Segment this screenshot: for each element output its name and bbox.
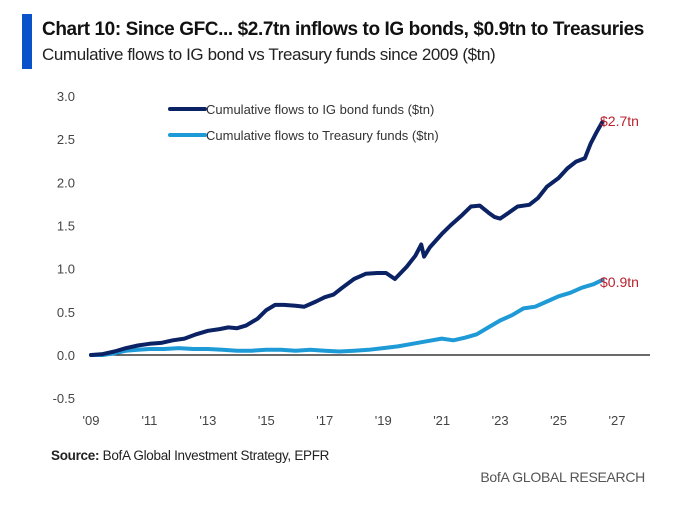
x-axis: '09 '11 '13 '15 '17 '19 '21 '23 '25 '27	[83, 413, 626, 428]
x-tick-label: '23	[492, 413, 509, 428]
y-tick-label: 1.5	[57, 219, 75, 234]
series-line-ig-bond-funds	[89, 119, 605, 357]
y-tick-label: 1.0	[57, 262, 75, 277]
y-tick-label: 0.0	[57, 348, 75, 363]
y-tick-label: -0.5	[53, 391, 75, 406]
x-tick-label: '25	[550, 413, 567, 428]
y-tick-label: 3.0	[57, 89, 75, 104]
source-text: BofA Global Investment Strategy, EPFR	[99, 448, 330, 463]
brand-footer: BofA GLOBAL RESEARCH	[480, 469, 645, 485]
source-label: Source:	[51, 448, 100, 463]
chart-subtitle: Cumulative flows to IG bond vs Treasury …	[42, 45, 496, 64]
end-label-ig: $2.7tn	[600, 113, 639, 129]
x-tick-label: '19	[375, 413, 392, 428]
legend: Cumulative flows to IG bond funds ($tn) …	[168, 102, 439, 143]
y-tick-label: 2.5	[57, 132, 75, 147]
source-note: Source: BofA Global Investment Strategy,…	[51, 448, 329, 463]
y-axis: -0.5 0.0 0.5 1.0 1.5 2.0 2.5 3.0	[53, 89, 75, 406]
x-tick-label: '11	[141, 413, 157, 428]
title-accent-bar	[22, 14, 32, 69]
x-tick-label: '09	[83, 413, 100, 428]
x-tick-label: '15	[258, 413, 275, 428]
series-line-treasury-funds	[89, 277, 605, 357]
series-layer	[89, 119, 605, 357]
x-tick-label: '27	[609, 413, 626, 428]
y-tick-label: 0.5	[57, 305, 75, 320]
x-tick-label: '21	[433, 413, 450, 428]
legend-label-treasury: Cumulative flows to Treasury funds ($tn)	[206, 128, 439, 143]
end-label-treasury: $0.9tn	[600, 274, 639, 290]
x-tick-label: '13	[199, 413, 216, 428]
legend-label-ig: Cumulative flows to IG bond funds ($tn)	[206, 102, 434, 117]
x-tick-label: '17	[316, 413, 333, 428]
y-tick-label: 2.0	[57, 175, 75, 190]
chart-title: Chart 10: Since GFC... $2.7tn inflows to…	[42, 19, 644, 40]
